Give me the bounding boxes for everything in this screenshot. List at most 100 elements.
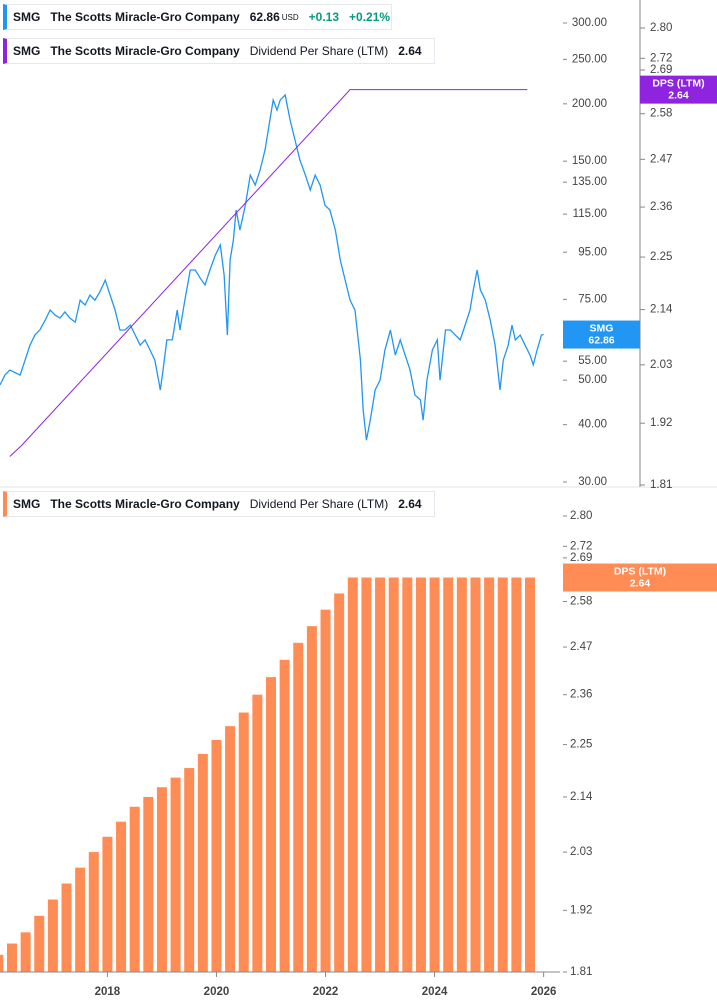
bar: [88, 852, 99, 972]
y-tick-label: 2.47: [570, 641, 592, 653]
ticker: SMG: [13, 497, 41, 511]
bar: [75, 867, 86, 972]
y-tick-label: 55.00: [578, 355, 607, 367]
dps-badge-label: DPS (LTM): [614, 565, 666, 577]
y-tick-label: 115.00: [573, 208, 607, 220]
y-tick-label: 200.00: [572, 98, 607, 110]
y-tick-label: 2.36: [650, 201, 672, 213]
bar: [470, 577, 481, 972]
y-tick-label: 2.80: [570, 510, 592, 522]
x-tick-label: 2024: [422, 986, 448, 998]
bar: [334, 593, 345, 972]
bar: [456, 577, 467, 972]
y-tick-label: 1.81: [650, 479, 672, 491]
ticker: SMG: [13, 44, 41, 58]
bar: [279, 659, 290, 972]
bar: [102, 836, 113, 972]
bar: [429, 577, 440, 972]
y-tick-label: 2.03: [570, 846, 592, 858]
bar: [443, 577, 454, 972]
bar: [197, 753, 208, 972]
bar: [375, 577, 386, 972]
bar: [525, 577, 536, 972]
dps-badge-value: 2.64: [668, 89, 689, 101]
bar: [116, 821, 127, 972]
bar: [0, 954, 4, 972]
bar: [252, 694, 263, 972]
last-dps: 2.64: [398, 44, 422, 58]
y-tick-label: 300.00: [572, 17, 607, 29]
bar: [484, 577, 495, 972]
bar: [129, 806, 140, 972]
bar: [238, 712, 249, 972]
last-dps: 2.64: [398, 497, 422, 511]
price-badge-label: SMG: [590, 322, 614, 334]
y-tick-label: 135.00: [572, 176, 607, 188]
bar: [34, 915, 45, 972]
series-line: [0, 93, 544, 441]
bar: [347, 577, 358, 972]
price-badge-value: 62.86: [588, 334, 614, 346]
y-tick-label: 2.69: [650, 64, 672, 76]
y-tick-label: 2.69: [570, 552, 592, 564]
dps-badge-label: DPS (LTM): [652, 77, 704, 89]
dps-badge-value: 2.64: [630, 577, 651, 589]
change-percent: +0.21%: [349, 10, 391, 24]
dps-badge: [563, 563, 717, 592]
y-tick-label: 2.58: [570, 596, 592, 608]
ticker: SMG: [13, 10, 41, 24]
bar: [184, 768, 195, 972]
y-tick-label: 50.00: [578, 374, 607, 386]
y-tick-label: 2.80: [650, 22, 672, 34]
bar: [402, 577, 413, 972]
y-tick-label: 2.47: [650, 153, 672, 165]
y-tick-label: 2.03: [650, 359, 672, 371]
company: The Scotts Miracle-Gro Company: [50, 497, 240, 511]
currency: USD: [281, 12, 299, 22]
x-tick-label: 2018: [95, 986, 121, 998]
bar: [497, 577, 508, 972]
y-tick-label: 2.36: [570, 689, 592, 701]
y-tick-label: 30.00: [578, 476, 607, 488]
x-tick-label: 2026: [531, 986, 557, 998]
last-price: 62.86: [249, 10, 280, 24]
y-tick-label: 150.00: [572, 155, 607, 167]
bar: [47, 899, 58, 972]
company: The Scotts Miracle-Gro Company: [50, 10, 240, 24]
y-tick-label: 2.72: [570, 540, 592, 552]
series-line: [9, 89, 528, 457]
y-tick-label: 1.92: [650, 417, 672, 429]
y-tick-label: 2.14: [650, 304, 673, 316]
bar: [511, 577, 522, 972]
x-tick-label: 2020: [204, 986, 230, 998]
y-tick-label: 40.00: [578, 419, 607, 431]
change: +0.13: [308, 10, 340, 24]
y-tick-label: 250.00: [572, 53, 607, 65]
bar-legend: SMG The Scotts Miracle-Gro Company Divid…: [3, 491, 435, 517]
bar: [20, 932, 31, 972]
company: The Scotts Miracle-Gro Company: [50, 44, 240, 58]
bar: [361, 577, 372, 972]
y-tick-label: 75.00: [578, 293, 607, 305]
dps-badge: [640, 75, 717, 104]
bar: [211, 739, 222, 972]
series-name: Dividend Per Share (LTM): [249, 497, 389, 511]
price-badge: [563, 320, 640, 349]
y-tick-label: 2.72: [650, 52, 672, 64]
bar: [320, 609, 331, 972]
x-tick-label: 2022: [313, 986, 339, 998]
bar: [266, 677, 277, 972]
bar: [293, 642, 304, 972]
bar: [61, 883, 72, 972]
bar: [143, 796, 154, 972]
bar: [415, 577, 426, 972]
y-tick-label: 2.25: [570, 739, 592, 751]
bar: [156, 787, 167, 972]
y-tick-label: 2.58: [650, 108, 672, 120]
bar: [170, 777, 181, 972]
y-tick-label: 95.00: [578, 246, 607, 258]
dps-legend: SMG The Scotts Miracle-Gro Company Divid…: [3, 38, 435, 64]
y-tick-label: 2.25: [650, 251, 672, 263]
